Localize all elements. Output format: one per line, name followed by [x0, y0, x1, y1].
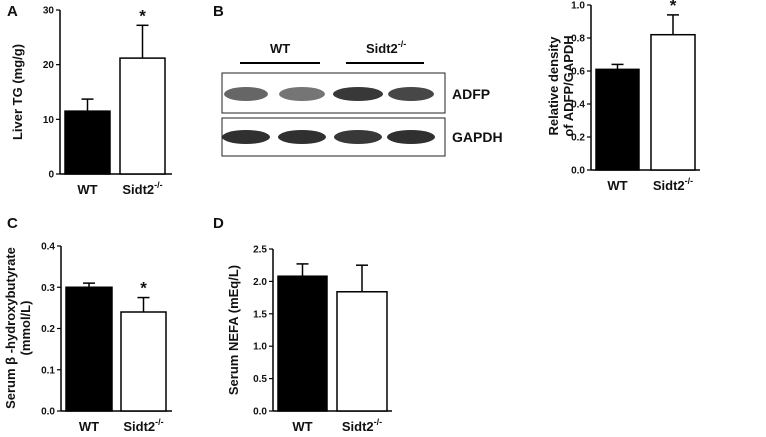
- bar-sidt2: [119, 57, 166, 175]
- significance-star: *: [670, 0, 677, 15]
- chart-liver-tg: 0 10 20 30 Liver TG (mg/g) WT Sidt2-/- *: [10, 6, 172, 197]
- chart-serum-nefa: 0.0 0.5 1.0 1.5 2.0 2.5 Serum NEFA (mEq/L) WT Si…: [226, 245, 392, 434]
- x-category-label: Sidt2-/-: [122, 180, 162, 197]
- y-tick-label: 0.8: [571, 34, 585, 45]
- western-blot: WT Sidt2-/- ADFP GAPDH: [221, 39, 503, 157]
- panel-letter-a: A: [7, 3, 18, 20]
- y-axis-label: Relative densityof ADFP/GAPDH: [546, 35, 576, 136]
- blot-band: [279, 87, 325, 101]
- x-category-label: Sidt2-/-: [123, 417, 163, 434]
- y-tick-label: 0.2: [571, 133, 585, 144]
- x-category-label: Sidt2-/-: [653, 176, 693, 193]
- x-category-label: WT: [77, 182, 97, 197]
- y-tick-label: 2.0: [253, 277, 267, 288]
- bar-wt: [595, 68, 640, 171]
- blot-group-label-sidt2: Sidt2-/-: [366, 39, 406, 56]
- y-tick-label: 0.1: [41, 365, 55, 376]
- bar-sidt2: [336, 291, 388, 412]
- y-tick-label: 20: [43, 60, 55, 71]
- y-tick-label: 10: [43, 115, 55, 126]
- blot-band: [387, 130, 435, 144]
- y-axis-label: Serum NEFA (mEq/L): [226, 265, 241, 395]
- chart-serum-hydroxybutyrate: 0.0 0.1 0.2 0.3 0.4 Serum β -hydroxybutyrate(…: [3, 242, 172, 434]
- y-tick-label: 0.4: [41, 242, 55, 253]
- x-category-label: WT: [79, 419, 99, 434]
- y-axis-label: Serum β -hydroxybutyrate(mmol/L): [3, 247, 33, 409]
- bar-sidt2: [650, 33, 696, 171]
- bar-wt: [64, 110, 111, 175]
- y-tick-label: 0.6: [571, 67, 585, 78]
- bar-wt: [277, 275, 328, 412]
- blot-label-gapdh: GAPDH: [452, 129, 503, 145]
- y-tick-label: 0.2: [41, 324, 55, 335]
- panel-letter-d: D: [213, 215, 224, 232]
- chart-relative-density: 0.0 0.2 0.4 0.6 0.8 1.0 Relative densityof ADF…: [546, 0, 700, 193]
- blot-bands-adfp: [224, 87, 434, 101]
- panel-letter-b: B: [213, 3, 224, 20]
- blot-band: [388, 87, 434, 101]
- y-axis-label: Liver TG (mg/g): [10, 44, 25, 140]
- blot-label-adfp: ADFP: [452, 86, 490, 102]
- blot-band: [334, 130, 382, 144]
- y-tick-label: 0.3: [41, 283, 55, 294]
- y-tick-label: 0.5: [253, 374, 267, 385]
- y-tick-label: 1.0: [571, 1, 585, 12]
- y-tick-label: 0.0: [41, 407, 55, 418]
- blot-band: [222, 130, 270, 144]
- bar-wt: [65, 286, 113, 412]
- y-tick-label: 0: [48, 170, 54, 181]
- x-category-label: Sidt2-/-: [342, 417, 382, 434]
- x-category-label: WT: [292, 419, 312, 434]
- y-tick-label: 0.4: [571, 100, 585, 111]
- y-tick-label: 1.5: [253, 309, 267, 320]
- significance-star: *: [139, 6, 146, 25]
- y-tick-label: 1.0: [253, 342, 267, 353]
- x-category-label: WT: [607, 178, 627, 193]
- blot-group-label-wt: WT: [270, 41, 290, 56]
- significance-star: *: [140, 279, 147, 298]
- blot-band: [224, 87, 268, 101]
- y-tick-label: 0.0: [571, 166, 585, 177]
- blot-band: [333, 87, 383, 101]
- bar-sidt2: [120, 311, 167, 412]
- blot-band: [278, 130, 326, 144]
- y-tick-label: 2.5: [253, 245, 267, 256]
- panel-letter-c: C: [7, 215, 18, 232]
- blot-bands-gapdh: [222, 130, 435, 144]
- y-tick-label: 0.0: [253, 407, 267, 418]
- y-tick-label: 30: [43, 6, 55, 17]
